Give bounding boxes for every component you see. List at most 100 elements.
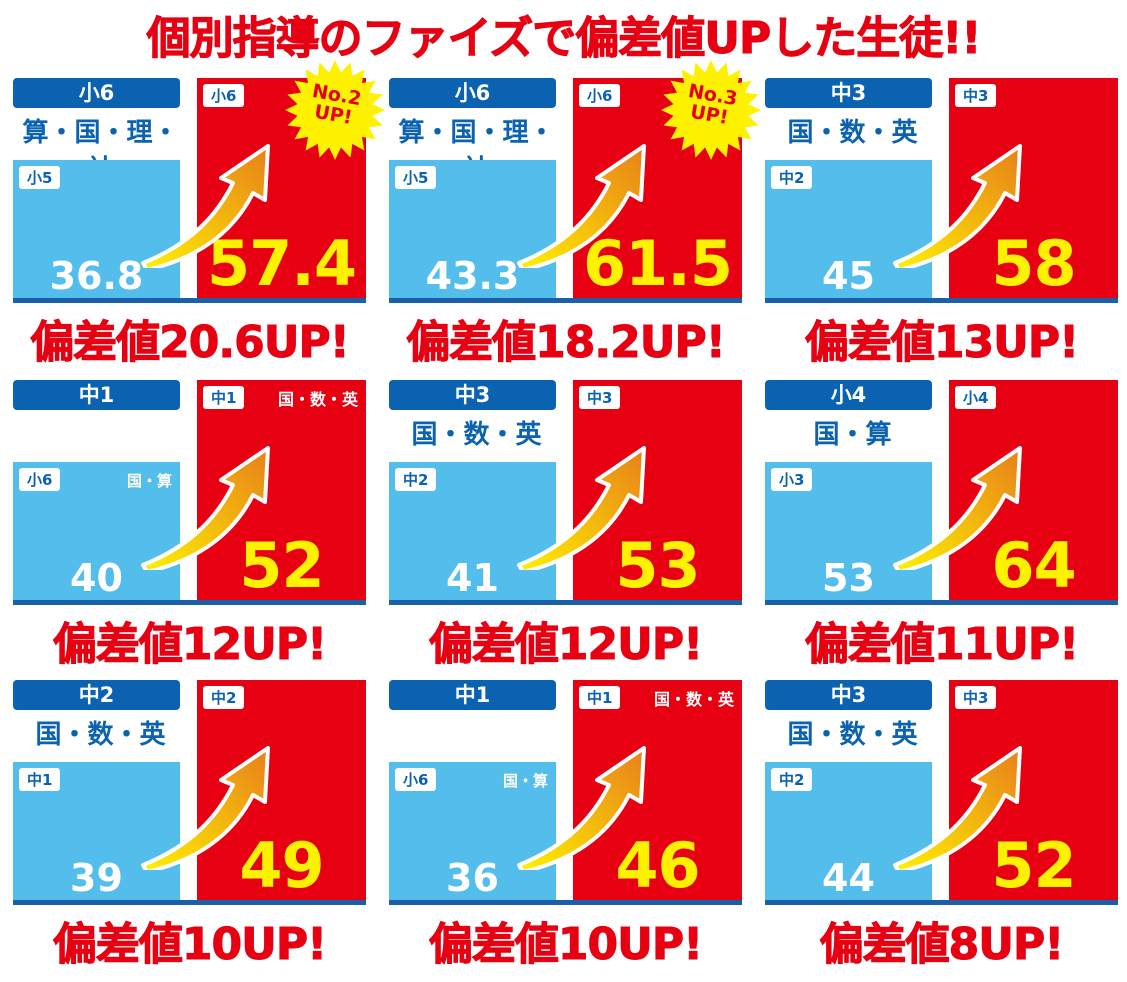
before-value: 43.3 [425, 254, 520, 298]
grade-after-header: 中3 [389, 380, 556, 410]
grade-before-tag: 小5 [19, 166, 61, 189]
baseline [389, 600, 742, 605]
before-value: 39 [70, 856, 123, 900]
after-box: 中3 53 [573, 380, 742, 602]
grade-before-tag: 中2 [771, 166, 813, 189]
after-value: 49 [239, 829, 324, 902]
page-title: 個別指導のファイズで偏差値UPした生徒!! [146, 13, 982, 65]
grade-after-tag: 小4 [955, 386, 997, 409]
baseline [765, 600, 1118, 605]
up-arrow-icon [133, 740, 283, 874]
up-arrow-icon [885, 440, 1035, 574]
before-value: 45 [822, 254, 875, 298]
after-value: 64 [991, 529, 1076, 602]
grade-after-header: 中2 [13, 680, 180, 710]
grade-before-tag: 小6 [19, 468, 61, 491]
after-value: 53 [615, 529, 700, 602]
result-panel: 中2 国・数・英中1 39 中2 49 偏差値10UP! [13, 680, 366, 971]
grade-after-tag: 中1 [203, 386, 245, 409]
improvement-caption: 偏差値8UP! [819, 919, 1065, 971]
before-box: 中2 44 [765, 762, 932, 902]
grade-before-tag: 中1 [19, 768, 61, 791]
subjects-label: 国・算 [813, 420, 892, 450]
after-box: 中2 49 [197, 680, 366, 902]
grade-after-header: 中3 [765, 680, 932, 710]
up-arrow-icon [509, 138, 659, 272]
grade-before-tag: 中2 [395, 468, 437, 491]
before-box: 小5 43.3 [389, 160, 556, 300]
subjects-after: 国・数・英 [277, 390, 358, 409]
grade-after-header: 中1 [13, 380, 180, 410]
result-panel: 中3 国・数・英中2 44 中3 52 偏差値8UP! [765, 680, 1118, 971]
baseline [13, 600, 366, 605]
after-box: 小4 64 [949, 380, 1118, 602]
improvement-caption: 偏差値10UP! [52, 919, 327, 971]
up-arrow-icon [509, 740, 659, 874]
after-box: 中3 58 [949, 78, 1118, 300]
up-arrow-icon [509, 440, 659, 574]
after-value: 52 [991, 829, 1076, 902]
improvement-caption: 偏差値11UP! [804, 619, 1079, 671]
grade-after-header: 中3 [765, 78, 932, 108]
after-value: 61.5 [583, 227, 733, 300]
grade-after-tag: 中3 [955, 686, 997, 709]
baseline [13, 298, 366, 303]
after-box: 中1 国・数・英 52 [197, 380, 366, 602]
after-value: 58 [991, 227, 1076, 300]
after-value: 52 [239, 529, 324, 602]
grade-after-tag: 中3 [579, 386, 621, 409]
up-arrow-icon [885, 740, 1035, 874]
before-box: 中2 41 [389, 462, 556, 602]
subjects-label: 国・数・英 [411, 420, 542, 450]
baseline [765, 900, 1118, 905]
before-box: 小6 国・算 36 [389, 762, 556, 902]
improvement-caption: 偏差値12UP! [428, 619, 703, 671]
result-panel: 中3 国・数・英中2 41 中3 53 偏差値12UP! [389, 380, 742, 671]
improvement-caption: 偏差値12UP! [52, 619, 327, 671]
subjects-label: 国・数・英 [787, 720, 918, 750]
up-arrow-icon [133, 138, 283, 272]
subjects-before: 国・算 [502, 772, 548, 790]
result-panel: 小4 国・算小3 53 小4 64 偏差値11UP! [765, 380, 1118, 671]
result-panel: 中3 国・数・英 中2 45 中3 58 偏差値13UP! [765, 78, 1118, 369]
improvement-caption: 偏差値20.6UP! [30, 317, 351, 369]
up-arrow-icon [133, 440, 283, 574]
grade-after-tag: 中2 [203, 686, 245, 709]
baseline [389, 298, 742, 303]
grade-after-tag: 中3 [955, 84, 997, 107]
grade-before-tag: 小5 [395, 166, 437, 189]
after-box: 中3 52 [949, 680, 1118, 902]
improvement-caption: 偏差値13UP! [804, 317, 1079, 369]
before-value: 41 [446, 556, 499, 600]
subjects-before: 国・算 [126, 472, 172, 490]
grade-after-header: 小4 [765, 380, 932, 410]
grade-after-header: 小6 [13, 78, 180, 108]
before-box: 小5 36.8 [13, 160, 180, 300]
grade-after-header: 小6 [389, 78, 556, 108]
grade-after-tag: 小6 [579, 84, 621, 107]
subjects-label: 国・数・英 [35, 720, 166, 750]
before-box: 小3 53 [765, 462, 932, 602]
after-value: 57.4 [207, 227, 357, 300]
baseline [389, 900, 742, 905]
after-value: 46 [615, 829, 700, 902]
before-value: 44 [822, 856, 875, 900]
before-value: 36.8 [49, 254, 144, 298]
grade-after-tag: 小6 [203, 84, 245, 107]
baseline [13, 900, 366, 905]
result-panel: 中1 小6 国・算 40 中1 国・数・英 52 偏差値12UP! [13, 380, 366, 671]
grade-before-tag: 中2 [771, 768, 813, 791]
up-arrow-icon [885, 138, 1035, 272]
subjects-after: 国・数・英 [653, 690, 734, 709]
improvement-caption: 偏差値10UP! [428, 919, 703, 971]
grade-after-tag: 中1 [579, 686, 621, 709]
rank-starburst-badge: No.3 UP! [661, 60, 761, 160]
before-value: 36 [446, 856, 499, 900]
improvement-caption: 偏差値18.2UP! [406, 317, 727, 369]
before-box: 小6 国・算 40 [13, 462, 180, 602]
after-box: 小6 57.4 [197, 78, 366, 300]
grade-after-header: 中1 [389, 680, 556, 710]
grade-before-tag: 小3 [771, 468, 813, 491]
